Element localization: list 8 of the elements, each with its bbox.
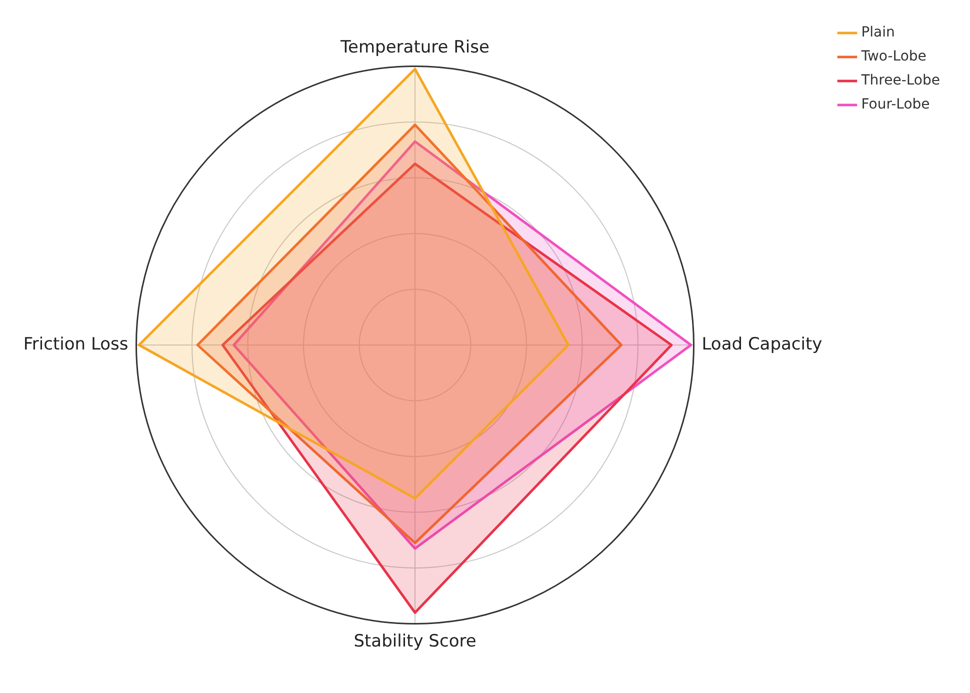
spoke-label: Stability Score: [354, 631, 476, 652]
spoke-label: Load Capacity: [702, 334, 822, 354]
legend-label: Three-Lobe: [860, 72, 940, 89]
legend-label: Plain: [861, 24, 895, 41]
legend-label: Four-Lobe: [861, 96, 930, 113]
spoke-label: Temperature Rise: [340, 37, 490, 58]
spoke-label: Friction Loss: [23, 334, 128, 354]
legend-label: Two-Lobe: [860, 48, 926, 65]
